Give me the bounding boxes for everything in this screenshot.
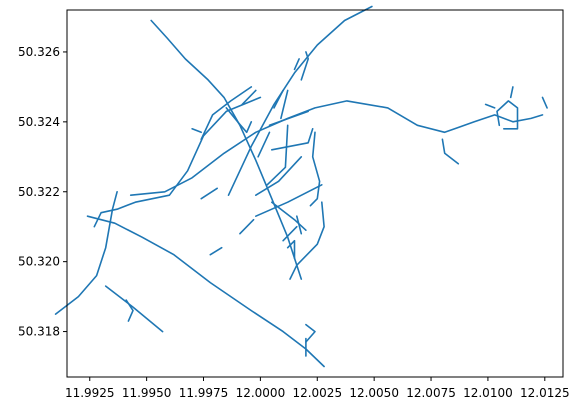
road-line-8	[54, 191, 118, 315]
road-line-35	[484, 103, 496, 109]
road-line-25	[282, 225, 298, 242]
road-line-30	[280, 89, 289, 120]
road-line-4	[227, 5, 373, 196]
road-line-9	[104, 285, 164, 333]
road-series-group	[54, 5, 548, 368]
road-line-14	[255, 184, 323, 217]
road-line-15	[255, 156, 303, 196]
road-line-23	[295, 215, 303, 235]
y-tick-label: 50.318	[18, 325, 60, 339]
road-line-13	[209, 246, 223, 256]
x-tick-label: 12.0000	[236, 386, 286, 400]
road-line-36	[509, 86, 514, 99]
y-tick-label: 50.322	[18, 185, 60, 199]
road-line-3	[191, 128, 202, 134]
road-line-27	[293, 58, 300, 71]
road-line-10	[125, 299, 134, 322]
x-tick-label: 12.0050	[349, 386, 399, 400]
x-tick-label: 12.0025	[292, 386, 342, 400]
road-line-33	[441, 138, 460, 165]
x-axis: 11.9925 11.9950 11.9975 12.0000 12.0025 12.00…	[65, 377, 570, 400]
road-line-11	[239, 218, 255, 235]
x-tick-label: 11.9975	[179, 386, 229, 400]
road-line-2	[241, 89, 257, 106]
road-line-18	[266, 124, 289, 186]
road-line-21	[270, 201, 307, 231]
road-line-34	[496, 100, 519, 130]
y-tick-label: 50.326	[18, 45, 60, 59]
road-line-5	[93, 96, 262, 228]
road-line-6	[129, 100, 544, 196]
x-tick-label: 12.0125	[520, 386, 570, 400]
road-line-37	[541, 96, 548, 109]
x-tick-label: 12.0100	[463, 386, 513, 400]
axes-frame	[66, 9, 564, 378]
y-tick-label: 50.320	[18, 255, 60, 269]
x-tick-label: 12.0075	[406, 386, 456, 400]
road-line-0	[150, 19, 303, 280]
road-line-22	[309, 131, 321, 207]
x-tick-label: 11.9950	[122, 386, 172, 400]
road-line-7	[86, 215, 325, 368]
road-line-20	[268, 110, 310, 127]
y-axis: 50.318 50.320 50.322 50.324 50.326	[18, 45, 67, 339]
road-line-24	[289, 201, 325, 280]
road-line-1	[200, 86, 253, 141]
road-line-28	[300, 51, 310, 81]
road-line-31	[305, 323, 316, 343]
road-line-12	[200, 187, 218, 200]
road-line-19	[270, 128, 314, 151]
road-line-16	[257, 131, 271, 158]
y-tick-label: 50.324	[18, 115, 60, 129]
x-tick-label: 11.9925	[65, 386, 115, 400]
road-line-17	[225, 107, 253, 134]
road-line-26	[286, 239, 296, 260]
road-line-29	[273, 89, 284, 109]
